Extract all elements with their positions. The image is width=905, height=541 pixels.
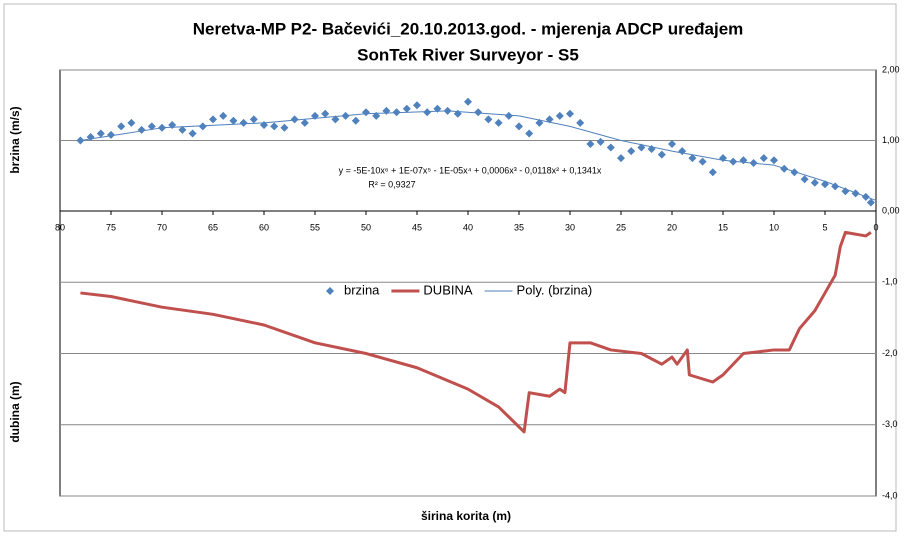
x-tick-label: 30 — [565, 222, 575, 232]
x-tick-label: 20 — [667, 222, 677, 232]
data-point — [576, 118, 585, 127]
data-point — [759, 154, 768, 163]
y-tick-label: 1,00 — [882, 135, 900, 145]
x-tick-label: 35 — [514, 222, 524, 232]
data-point — [127, 118, 136, 127]
data-point — [321, 109, 330, 118]
data-point — [504, 111, 513, 120]
data-point — [300, 118, 309, 127]
equation: y = -5E-10x⁶ + 1E-07x⁵ - 1E-05x⁴ + 0,000… — [339, 165, 602, 175]
data-point — [515, 122, 523, 131]
x-tick-label: 50 — [361, 222, 371, 232]
legend-label: Poly. (brzina) — [517, 282, 593, 297]
legend-marker — [326, 287, 334, 295]
line — [80, 230, 872, 434]
data-point — [413, 101, 421, 110]
data-point — [464, 97, 472, 106]
legend-label: DUBINA — [423, 282, 472, 297]
y-tick-label: 0,00 — [882, 205, 900, 215]
data-point — [851, 189, 860, 198]
data-point — [866, 198, 875, 207]
y-axis-label: brzina (m/s) — [8, 106, 22, 173]
x-tick-label: 10 — [769, 222, 779, 232]
y-tick-label: -4,0 — [882, 490, 898, 500]
data-point — [107, 130, 115, 139]
data-point — [402, 104, 411, 113]
data-point — [219, 111, 228, 120]
data-point — [586, 140, 595, 149]
data-point — [168, 120, 177, 129]
data-point — [810, 178, 819, 187]
data-point — [698, 157, 707, 166]
data-point — [137, 125, 146, 134]
y-tick-label: -3,0 — [882, 419, 898, 429]
x-tick-label: 75 — [106, 222, 116, 232]
x-tick-label: 65 — [208, 222, 218, 232]
data-point — [229, 116, 238, 125]
data-point — [668, 140, 676, 149]
data-point — [96, 129, 105, 138]
data-point — [525, 129, 534, 138]
data-point — [790, 168, 799, 177]
data-point — [606, 143, 615, 152]
y-tick-label: -1,0 — [882, 277, 898, 287]
data-point — [555, 111, 564, 120]
x-axis-label: širina korita (m) — [421, 509, 511, 523]
data-point — [239, 118, 248, 127]
y-tick-label: 2,00 — [882, 64, 900, 74]
x-tick-label: 45 — [412, 222, 422, 232]
data-point — [280, 123, 289, 132]
chart-title: Neretva-MP P2- Bačevići_20.10.2013.god. … — [193, 19, 744, 38]
data-point — [657, 150, 666, 159]
data-point — [117, 122, 126, 131]
legend-label: brzina — [344, 282, 380, 297]
y-axis-label: dubina (m) — [8, 381, 22, 442]
data-point — [209, 115, 217, 124]
data-point — [800, 175, 809, 184]
data-point — [198, 122, 207, 131]
x-tick-label: 60 — [259, 222, 269, 232]
x-tick-label: 25 — [616, 222, 626, 232]
x-tick-label: 70 — [157, 222, 167, 232]
data-point — [474, 108, 483, 117]
data-point — [331, 115, 340, 124]
data-point — [290, 115, 299, 124]
x-tick-label: 55 — [310, 222, 320, 232]
x-tick-label: 15 — [718, 222, 728, 232]
data-point — [566, 109, 574, 118]
data-point — [423, 108, 432, 117]
data-point — [484, 115, 493, 124]
data-point — [688, 154, 697, 163]
chart-title: SonTek River Surveyor - S5 — [357, 45, 579, 64]
data-point — [147, 122, 156, 131]
data-point — [249, 115, 258, 124]
x-tick-label: 5 — [822, 222, 827, 232]
r-squared: R² = 0,9327 — [368, 179, 415, 189]
data-point — [270, 122, 279, 131]
data-point — [708, 168, 717, 177]
data-point — [596, 137, 605, 146]
x-tick-label: 40 — [463, 222, 473, 232]
data-point — [351, 116, 360, 125]
chart-frame — [3, 3, 897, 532]
data-point — [627, 147, 636, 156]
data-point — [770, 156, 778, 165]
trend-line — [80, 110, 877, 201]
data-point — [188, 129, 197, 138]
y-tick-label: -2,0 — [882, 348, 898, 358]
data-point — [617, 154, 625, 163]
data-point — [178, 125, 187, 134]
data-point — [494, 118, 503, 127]
